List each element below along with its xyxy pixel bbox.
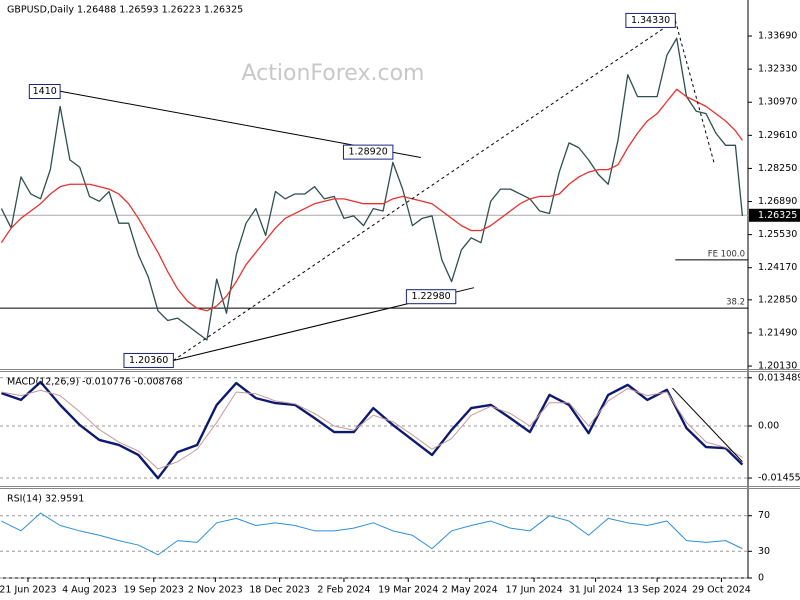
x-tick-label: 13 Sep 2024	[627, 585, 687, 596]
series-line	[1, 380, 744, 480]
y-tick-label: 0	[758, 573, 764, 584]
y-tick-label: 0.013489	[758, 372, 800, 383]
y-tick-label: 1.25530	[758, 229, 797, 240]
series-line	[0, 37, 744, 341]
trend-line	[173, 20, 676, 361]
watermark: ActionForex.com	[242, 61, 425, 86]
panel-title: RSI(14) 32.9591	[7, 494, 84, 505]
y-tick-label: 1.21490	[758, 327, 797, 338]
annotation-label: 1.22980	[411, 291, 450, 302]
x-tick-label: 31 Jul 2024	[569, 585, 623, 596]
level-label: 38.2	[726, 298, 745, 308]
y-tick-label: 30	[758, 546, 770, 557]
annotation-label: 1410	[33, 86, 57, 97]
series-line	[1, 512, 743, 556]
y-tick-label: 70	[758, 510, 770, 521]
x-tick-label: 19 Sep 2023	[124, 585, 184, 596]
y-tick-label: 1.26890	[758, 196, 797, 207]
y-tick-label: -0.014554	[758, 473, 800, 484]
annotation-label: 1.34330	[631, 15, 670, 26]
x-tick-label: 2 Nov 2023	[188, 585, 243, 596]
x-tick-label: 17 Jun 2024	[506, 585, 563, 596]
y-tick-label: 1.29610	[758, 130, 797, 141]
annotation-box	[405, 289, 457, 305]
annotation-box	[28, 84, 61, 100]
last-price-label: 1.26325	[758, 210, 797, 221]
x-tick-label: 4 Aug 2023	[62, 585, 117, 596]
x-tick-label: 29 Oct 2024	[692, 585, 751, 596]
x-tick-label: 2 May 2024	[442, 585, 498, 596]
y-tick-label: 1.28250	[758, 163, 797, 174]
x-tick-label: 2 Feb 2024	[317, 585, 370, 596]
x-tick-label: 19 Mar 2024	[378, 585, 438, 596]
y-tick-label: 1.32330	[758, 64, 797, 75]
y-tick-label: 1.20130	[758, 361, 797, 372]
annotation-label: 1.28920	[349, 147, 388, 158]
trend-line	[672, 387, 743, 463]
annotation-box	[342, 144, 394, 160]
annotation-box	[123, 352, 174, 368]
x-tick-label: 21 Jun 2023	[0, 585, 57, 596]
y-tick-label: 0.00	[758, 420, 779, 431]
series-line	[0, 88, 743, 312]
annotation-label: 1.20360	[129, 355, 168, 366]
last-price-box	[749, 208, 800, 222]
level-label: FE 100.0	[708, 249, 745, 259]
y-tick-label: 1.22850	[758, 294, 797, 305]
series-line	[1, 387, 743, 470]
y-tick-label: 1.30970	[758, 97, 797, 108]
trend-line	[674, 20, 715, 165]
annotation-box	[625, 12, 676, 28]
panel-title: GBPUSD,Daily 1.26488 1.26593 1.26223 1.2…	[7, 5, 243, 16]
y-tick-label: 1.24170	[758, 262, 797, 273]
x-tick-label: 18 Dec 2023	[249, 585, 310, 596]
panel-title: MACD(12,26,9) -0.010776 -0.008768	[7, 377, 183, 388]
y-tick-label: 1.33690	[758, 31, 797, 42]
